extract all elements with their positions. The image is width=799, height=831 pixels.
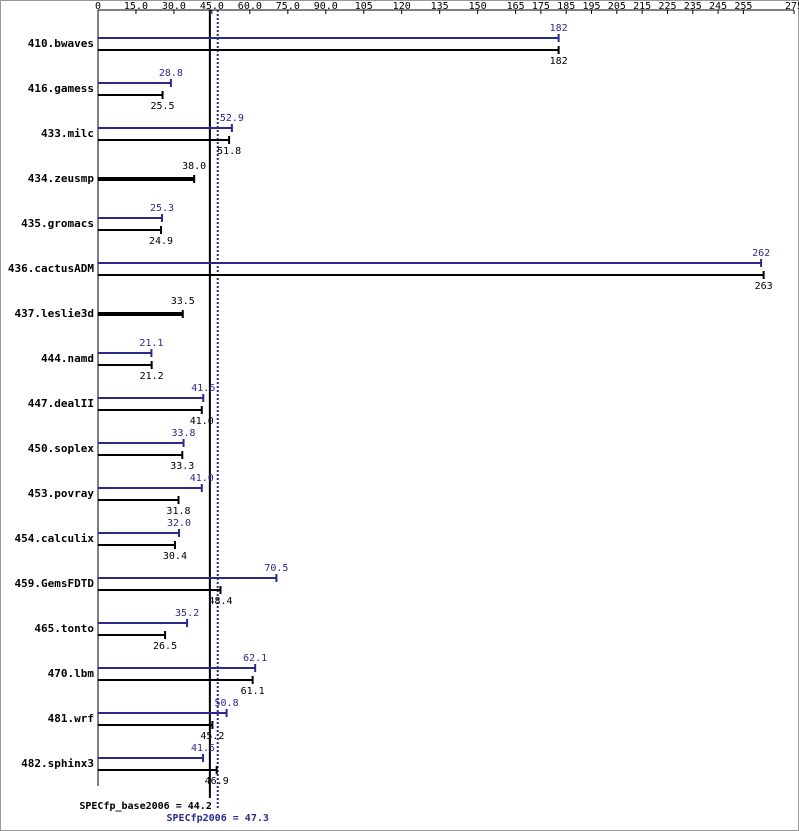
category-label: 437.leslie3d xyxy=(15,307,94,320)
reference-label: SPECfp2006 = 47.3 xyxy=(167,813,269,824)
value-label: 46.9 xyxy=(205,776,229,787)
value-label: 50.8 xyxy=(215,698,239,709)
category-label: 465.tonto xyxy=(34,622,94,635)
x-tick-label: 75.0 xyxy=(276,1,300,12)
reference-value: 44.2 xyxy=(188,801,212,812)
x-tick-label: 120 xyxy=(393,1,411,12)
x-tick-label: 245 xyxy=(709,1,727,12)
x-tick-label: 175 xyxy=(532,1,550,12)
category-label: 450.soplex xyxy=(28,442,95,455)
value-label: 41.0 xyxy=(190,473,214,484)
category-label: 459.GemsFDTD xyxy=(15,577,95,590)
value-label: 61.1 xyxy=(241,686,265,697)
category-label: 444.namd xyxy=(41,352,94,365)
value-label: 33.5 xyxy=(171,296,195,307)
category-label: 433.milc xyxy=(41,127,94,140)
x-tick-label: 205 xyxy=(608,1,626,12)
value-label: 182 xyxy=(550,56,568,67)
value-label: 263 xyxy=(755,281,773,292)
category-label: 453.povray xyxy=(28,487,95,500)
x-tick-label: 255 xyxy=(734,1,752,12)
category-label: 416.gamess xyxy=(28,82,94,95)
category-label: 436.cactusADM xyxy=(8,262,94,275)
x-tick-label: 0 xyxy=(95,1,101,12)
value-label: 182 xyxy=(550,23,568,34)
value-label: 33.8 xyxy=(171,428,195,439)
value-label: 52.9 xyxy=(220,113,244,124)
x-tick-label: 235 xyxy=(684,1,702,12)
category-label: 482.sphinx3 xyxy=(21,757,94,770)
value-label: 41.0 xyxy=(190,416,214,427)
x-tick-label: 215 xyxy=(633,1,651,12)
value-label: 31.8 xyxy=(166,506,190,517)
x-tick-label: 135 xyxy=(431,1,449,12)
category-label: 454.calculix xyxy=(15,532,95,545)
value-label: 28.8 xyxy=(159,68,183,79)
x-tick-label: 185 xyxy=(557,1,575,12)
value-label: 70.5 xyxy=(264,563,288,574)
category-label: 470.lbm xyxy=(48,667,95,680)
x-tick-label: 15.0 xyxy=(124,1,148,12)
value-label: 32.0 xyxy=(167,518,191,529)
value-label: 21.1 xyxy=(139,338,163,349)
value-label: 30.4 xyxy=(163,551,187,562)
value-label: 25.3 xyxy=(150,203,174,214)
category-label: 481.wrf xyxy=(48,712,94,725)
value-label: 62.1 xyxy=(243,653,267,664)
reference-name: SPECfp_base2006 = xyxy=(79,801,181,812)
value-label: 45.2 xyxy=(200,731,224,742)
category-label: 447.dealII xyxy=(28,397,94,410)
reference-value: 47.3 xyxy=(245,813,269,824)
value-label: 41.5 xyxy=(191,743,215,754)
reference-label: SPECfp_base2006 = 44.2 xyxy=(79,801,211,812)
category-label: 410.bwaves xyxy=(28,37,94,50)
x-tick-label: 225 xyxy=(658,1,676,12)
x-tick-label: 60.0 xyxy=(238,1,262,12)
value-label: 33.3 xyxy=(170,461,194,472)
x-tick-label: 30.0 xyxy=(162,1,186,12)
value-label: 24.9 xyxy=(149,236,173,247)
value-label: 51.8 xyxy=(217,146,241,157)
value-label: 21.2 xyxy=(140,371,164,382)
value-label: 35.2 xyxy=(175,608,199,619)
x-tick-label: 275 xyxy=(785,1,799,12)
x-tick-label: 150 xyxy=(469,1,487,12)
category-label: 435.gromacs xyxy=(21,217,94,230)
category-label: 434.zeusmp xyxy=(28,172,95,185)
value-label: 26.5 xyxy=(153,641,177,652)
x-tick-label: 105 xyxy=(355,1,373,12)
x-tick-label: 195 xyxy=(582,1,600,12)
x-tick-label: 165 xyxy=(507,1,525,12)
x-tick-label: 45.0 xyxy=(200,1,224,12)
reference-name: SPECfp2006 = xyxy=(167,813,239,824)
value-label: 41.6 xyxy=(191,383,215,394)
value-label: 262 xyxy=(752,248,770,259)
value-label: 48.4 xyxy=(208,596,232,607)
value-label: 25.5 xyxy=(150,101,174,112)
value-label: 38.0 xyxy=(182,161,206,172)
x-tick-label: 90.0 xyxy=(314,1,338,12)
